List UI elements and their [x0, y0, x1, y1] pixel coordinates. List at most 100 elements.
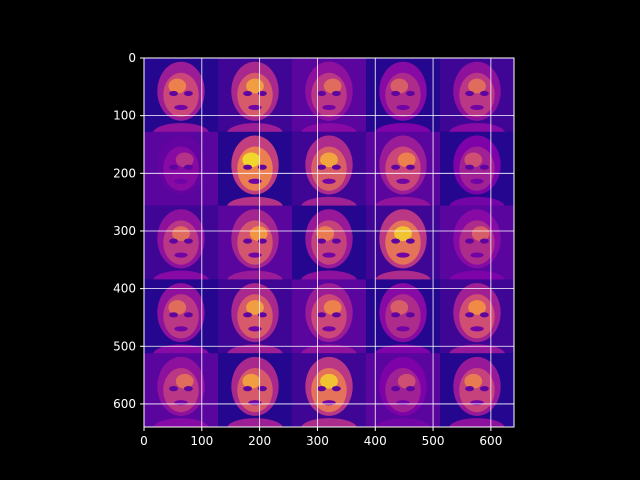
- eye-shape: [331, 312, 341, 318]
- mouth-shape: [174, 252, 188, 258]
- image-tile: [366, 205, 440, 292]
- mouth-shape: [174, 104, 188, 111]
- eye-shape: [391, 164, 401, 170]
- mouth-shape: [470, 252, 484, 258]
- eye-shape: [183, 312, 193, 318]
- eye-shape: [317, 90, 327, 97]
- image-tile: [144, 205, 218, 292]
- shoulder-shape: [153, 418, 209, 427]
- mouth-shape: [174, 400, 188, 406]
- eye-shape: [317, 312, 327, 318]
- eye-shape: [465, 164, 475, 170]
- image-tile: [366, 279, 440, 366]
- eye-shape: [465, 238, 475, 244]
- face-shape: [163, 220, 199, 265]
- eye-shape: [479, 312, 489, 318]
- eye-shape: [391, 386, 401, 392]
- eye-shape: [183, 386, 193, 392]
- x-tick-label: 100: [190, 434, 213, 448]
- face-highlight: [175, 152, 194, 168]
- face-highlight: [464, 373, 483, 389]
- shoulder-shape: [227, 418, 283, 427]
- y-tick-label: 100: [113, 109, 136, 123]
- mouth-shape: [322, 178, 336, 184]
- shoulder-shape: [301, 418, 357, 427]
- face-highlight: [468, 300, 486, 315]
- eye-shape: [243, 90, 253, 97]
- image-tile: [366, 58, 440, 144]
- y-tick-label: 0: [128, 51, 136, 65]
- image-tile: [144, 131, 218, 218]
- eye-shape: [405, 90, 415, 97]
- eye-shape: [257, 312, 267, 318]
- image-tile: [440, 58, 514, 144]
- x-tick-label: 200: [248, 434, 271, 448]
- image-tile: [366, 353, 440, 427]
- eye-shape: [243, 164, 253, 170]
- eye-shape: [257, 386, 267, 392]
- mouth-shape: [322, 104, 336, 111]
- plot-frame: [143, 57, 515, 428]
- mouth-shape: [396, 400, 410, 406]
- image-tile: [144, 279, 218, 366]
- image-tile: [440, 279, 514, 366]
- eye-shape: [183, 238, 193, 244]
- mouth-shape: [248, 178, 262, 184]
- eye-shape: [405, 164, 415, 170]
- face-highlight: [397, 373, 416, 389]
- eye-shape: [317, 238, 327, 244]
- eye-shape: [391, 238, 401, 244]
- face-highlight: [323, 78, 342, 94]
- eye-shape: [331, 238, 341, 244]
- face-highlight: [172, 226, 190, 242]
- eye-shape: [169, 238, 179, 244]
- image-tile: [218, 205, 292, 292]
- face-highlight: [323, 300, 342, 315]
- image-tile: [144, 353, 218, 427]
- image-tile: [218, 353, 292, 427]
- face-shape: [459, 72, 495, 118]
- eye-shape: [479, 386, 489, 392]
- eye-shape: [257, 238, 267, 244]
- eye-shape: [479, 90, 489, 97]
- image-tile: [440, 353, 514, 427]
- x-tick-label: 0: [140, 434, 148, 448]
- image-tile: [440, 205, 514, 292]
- face-highlight: [175, 373, 194, 389]
- eye-shape: [243, 386, 253, 392]
- eye-shape: [183, 90, 193, 97]
- eye-shape: [479, 164, 489, 170]
- mouth-shape: [322, 400, 336, 406]
- face-highlight: [168, 300, 187, 315]
- eye-shape: [465, 90, 475, 97]
- eye-shape: [465, 312, 475, 318]
- eye-shape: [331, 90, 341, 97]
- face-highlight: [242, 152, 261, 168]
- eye-shape: [317, 164, 327, 170]
- eye-shape: [405, 312, 415, 318]
- eye-shape: [183, 164, 193, 170]
- mouth-shape: [470, 178, 484, 184]
- eye-shape: [257, 90, 267, 97]
- eye-shape: [391, 312, 401, 318]
- image-tile: [292, 279, 366, 366]
- eye-shape: [169, 164, 179, 170]
- image-tile: [440, 131, 514, 218]
- eye-shape: [391, 90, 401, 97]
- mouth-shape: [470, 400, 484, 406]
- eye-shape: [405, 386, 415, 392]
- face-highlight: [471, 226, 490, 242]
- mouth-shape: [322, 252, 336, 258]
- face-highlight: [464, 152, 483, 168]
- mouth-shape: [396, 104, 410, 111]
- face-highlight: [390, 300, 409, 315]
- mouth-shape: [248, 104, 262, 111]
- face-highlight: [397, 152, 416, 168]
- face-highlight: [394, 226, 412, 242]
- y-tick-label: 300: [113, 224, 136, 238]
- mouth-shape: [396, 252, 410, 258]
- image-tile: [218, 279, 292, 366]
- mouth-shape: [470, 104, 484, 111]
- face-highlight: [320, 152, 338, 168]
- image-tile: [292, 205, 366, 292]
